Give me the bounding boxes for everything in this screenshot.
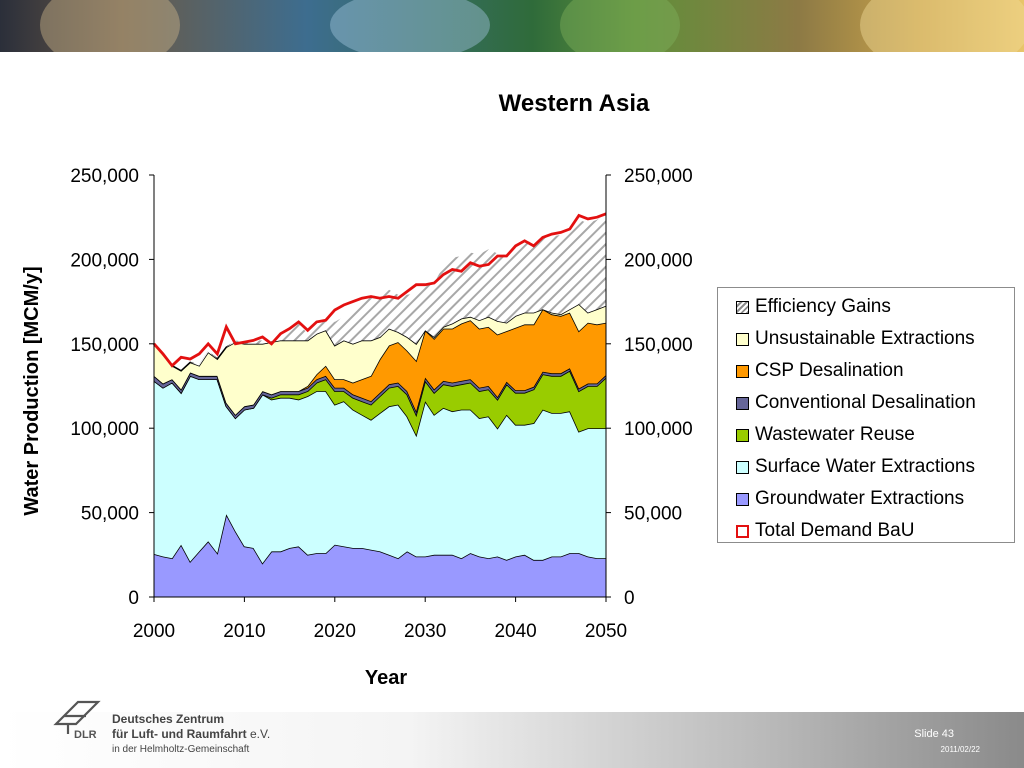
series-area-groundwater-extractions bbox=[154, 514, 606, 597]
y-tick-label-right: 150,000 bbox=[624, 335, 693, 356]
slide-date: 2011/02/22 bbox=[940, 745, 980, 754]
legend-item-csp-desalination: CSP Desalination bbox=[736, 355, 1014, 387]
banner-field-image bbox=[560, 0, 680, 52]
legend-swatch-efficiency-gains bbox=[736, 300, 749, 314]
legend-item-surface-water-extractions: Surface Water Extractions bbox=[736, 451, 1014, 483]
x-tick-label: 2000 bbox=[133, 621, 175, 642]
legend-item-groundwater-extractions: Groundwater Extractions bbox=[736, 483, 1014, 515]
series-area-efficiency-gains bbox=[154, 213, 606, 371]
x-tick-label: 2030 bbox=[404, 621, 446, 642]
footer-bar bbox=[0, 712, 1024, 768]
header-banner bbox=[0, 0, 1024, 52]
y-tick-label-left: 150,000 bbox=[70, 335, 139, 356]
org-line-2: für Luft- und Raumfahrt bbox=[112, 727, 247, 741]
legend-item-wastewater-reuse: Wastewater Reuse bbox=[736, 419, 1014, 451]
legend-item-efficiency-gains: Efficiency Gains bbox=[736, 291, 1014, 323]
legend-label-total-demand-bau: Total Demand BaU bbox=[755, 520, 915, 541]
series-area-unsustainable-extractions bbox=[154, 304, 606, 415]
y-tick-label-right: 250,000 bbox=[624, 166, 693, 187]
y-tick-label-right: 200,000 bbox=[624, 250, 693, 271]
banner-aircraft-image bbox=[330, 0, 490, 52]
legend-item-total-demand-bau: Total Demand BaU bbox=[736, 515, 1014, 547]
legend-swatch-csp-desalination bbox=[736, 364, 749, 378]
legend-item-unsustainable-extractions: Unsustainable Extractions bbox=[736, 323, 1014, 355]
org-line-3: in der Helmholtz-Gemeinschaft bbox=[112, 744, 250, 755]
banner-solar-image bbox=[860, 0, 1024, 52]
legend-label-conventional-desalination: Conventional Desalination bbox=[755, 392, 976, 413]
x-axis-title: Year bbox=[365, 667, 407, 689]
chart-title: Western Asia bbox=[498, 90, 650, 117]
dlr-logo-icon: DLR bbox=[53, 700, 101, 740]
y-tick-label-left: 200,000 bbox=[70, 250, 139, 271]
legend-swatch-total-demand-bau bbox=[736, 524, 749, 538]
x-tick-label: 2050 bbox=[585, 621, 627, 642]
y-axis-title: Water Production [MCM/y] bbox=[21, 266, 43, 515]
legend-item-conventional-desalination: Conventional Desalination bbox=[736, 387, 1014, 419]
chart-legend: Efficiency Gains Unsustainable Extraction… bbox=[717, 287, 1015, 543]
series-line-total-demand-bau bbox=[152, 212, 607, 368]
legend-label-unsustainable-extractions: Unsustainable Extractions bbox=[755, 328, 975, 349]
legend-swatch-groundwater-extractions bbox=[736, 492, 749, 506]
legend-swatch-wastewater-reuse bbox=[736, 428, 749, 442]
org-line-2-suffix: e.V. bbox=[246, 727, 271, 741]
chart-area: 0 0 50,000 50,000 100,000 100,000 150,000 150,0… bbox=[21, 166, 693, 689]
slide-number: Slide 43 bbox=[914, 728, 954, 740]
x-tick-label: 2010 bbox=[223, 621, 265, 642]
legend-label-efficiency-gains: Efficiency Gains bbox=[755, 296, 891, 317]
legend-label-surface-water-extractions: Surface Water Extractions bbox=[755, 456, 975, 477]
y-tick-label-left: 0 bbox=[128, 588, 139, 609]
x-tick-label: 2020 bbox=[314, 621, 356, 642]
y-tick-label-right: 0 bbox=[624, 588, 635, 609]
y-tick-label-right: 50,000 bbox=[624, 504, 682, 525]
dlr-logo-text: DLR bbox=[74, 729, 97, 740]
y-tick-label-right: 100,000 bbox=[624, 419, 693, 440]
legend-swatch-surface-water-extractions bbox=[736, 460, 749, 474]
organization-name: Deutsches Zentrum für Luft- und Raumfahr… bbox=[112, 712, 270, 757]
legend-swatch-unsustainable-extractions bbox=[736, 332, 749, 346]
x-tick-label: 2040 bbox=[494, 621, 536, 642]
legend-label-csp-desalination: CSP Desalination bbox=[755, 360, 904, 381]
legend-label-groundwater-extractions: Groundwater Extractions bbox=[755, 488, 965, 509]
y-tick-label-left: 100,000 bbox=[70, 419, 139, 440]
banner-planet-image bbox=[40, 0, 180, 52]
org-line-1: Deutsches Zentrum bbox=[112, 712, 225, 726]
legend-swatch-conventional-desalination bbox=[736, 396, 749, 410]
y-tick-label-left: 250,000 bbox=[70, 166, 139, 187]
series-area-csp-desalination bbox=[154, 309, 606, 415]
y-tick-label-left: 50,000 bbox=[81, 504, 139, 525]
series-area-wastewater-reuse bbox=[154, 370, 606, 435]
legend-label-wastewater-reuse: Wastewater Reuse bbox=[755, 424, 915, 445]
